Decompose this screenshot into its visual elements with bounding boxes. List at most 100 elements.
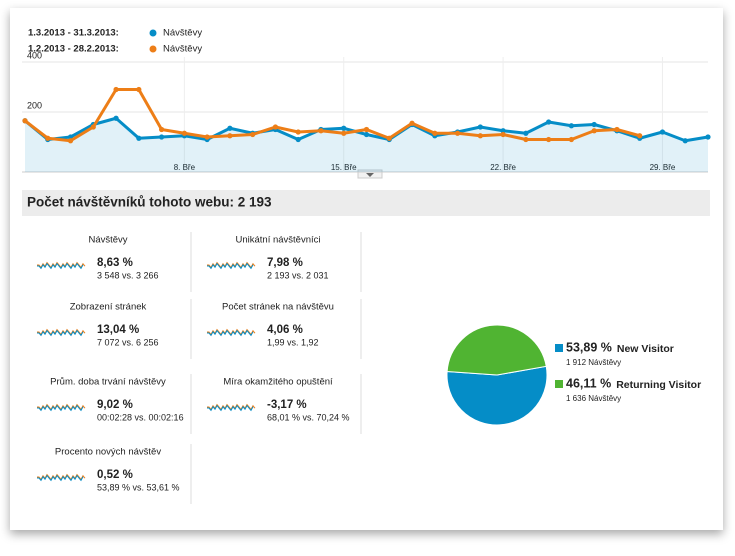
- sparkline: [207, 329, 254, 337]
- point: [341, 125, 347, 131]
- point: [659, 129, 666, 135]
- metric-change: 9,02 %: [97, 399, 133, 411]
- sparkline: [207, 404, 254, 412]
- point: [568, 123, 575, 129]
- pie-slice: [446, 365, 548, 426]
- point: [272, 124, 279, 130]
- metric-detail: 7 072 vs. 6 256: [97, 337, 159, 347]
- legend-detail: 1 636 Návštěvy: [566, 394, 621, 403]
- point: [136, 86, 142, 93]
- sparkline: [207, 262, 254, 270]
- metric-detail: 1,99 vs. 1,92: [267, 337, 319, 347]
- point: [614, 126, 620, 133]
- metric-change: 0,52 %: [97, 469, 133, 481]
- sparkline: [37, 404, 84, 412]
- point: [227, 133, 233, 139]
- metric-change: 7,98 %: [267, 257, 303, 269]
- legend-swatch: [555, 380, 563, 388]
- point: [159, 126, 165, 133]
- point: [204, 134, 210, 140]
- x-tick-label: 8. Bře: [174, 163, 196, 172]
- point: [546, 119, 552, 125]
- metric-detail: 2 193 vs. 2 031: [267, 270, 329, 280]
- metric-change: -3,17 %: [267, 399, 307, 411]
- x-tick-label: 15. Bře: [331, 163, 357, 172]
- sparkline: [37, 474, 84, 482]
- point: [454, 130, 461, 136]
- point: [705, 134, 711, 140]
- legend-name: Návštěvy: [163, 44, 202, 55]
- point: [363, 131, 370, 138]
- point: [500, 128, 506, 134]
- point: [250, 131, 256, 138]
- legend-period: 1.2.2013 - 28.2.2013:: [28, 44, 119, 55]
- point: [22, 118, 28, 124]
- y-tick-label: 400: [27, 50, 42, 60]
- point: [341, 130, 347, 136]
- point: [45, 135, 51, 141]
- x-tick-label: 29. Bře: [650, 163, 676, 172]
- legend-label: Returning Visitor: [616, 379, 701, 391]
- point: [682, 138, 688, 144]
- metric-label: Procento nových návštěv: [55, 447, 161, 458]
- point: [568, 136, 575, 143]
- metric-label: Unikátní návštěvníci: [235, 235, 320, 246]
- summary-band: [22, 190, 710, 216]
- y-tick-label: 200: [27, 100, 42, 110]
- point: [318, 128, 324, 134]
- metric-label: Počet stránek na návštěvu: [222, 302, 334, 313]
- point: [181, 130, 187, 136]
- pie-slice: [446, 324, 547, 376]
- metric-detail: 53,89 % vs. 53,61 %: [97, 482, 180, 492]
- legend-swatch: [555, 344, 563, 352]
- legend-value: 46,11 %: [566, 376, 611, 390]
- point: [477, 133, 483, 139]
- metric-change: 13,04 %: [97, 324, 139, 336]
- point: [591, 121, 597, 128]
- series-line: [24, 88, 641, 143]
- point: [386, 135, 392, 141]
- point: [546, 136, 552, 143]
- metric-label: Zobrazení stránek: [70, 302, 147, 313]
- point: [67, 138, 74, 144]
- card: [10, 8, 723, 530]
- summary-title: Počet návštěvníků tohoto webu: 2 193: [27, 195, 272, 210]
- metric-detail: 68,01 % vs. 70,24 %: [267, 412, 350, 422]
- series-area: [25, 118, 708, 172]
- legend-dot: [149, 29, 157, 37]
- point: [523, 130, 529, 136]
- metric-label: Míra okamžitého opuštění: [223, 377, 333, 388]
- point: [409, 120, 415, 126]
- legend-name: Návštěvy: [163, 28, 202, 39]
- point: [113, 115, 119, 121]
- point: [295, 136, 301, 143]
- legend-detail: 1 912 Návštěvy: [566, 358, 621, 367]
- point: [500, 131, 506, 138]
- legend-label: New Visitor: [617, 343, 674, 355]
- point: [523, 136, 529, 143]
- point: [477, 124, 483, 130]
- metric-detail: 00:02:28 vs. 00:02:16: [97, 412, 184, 422]
- metric-detail: 3 548 vs. 3 266: [97, 270, 159, 280]
- point: [295, 129, 301, 135]
- point: [363, 126, 370, 133]
- sparkline: [37, 262, 84, 270]
- point: [591, 128, 597, 134]
- point: [227, 125, 233, 131]
- point: [637, 133, 643, 139]
- point: [90, 124, 96, 130]
- metric-change: 4,06 %: [267, 324, 303, 336]
- point: [113, 86, 119, 93]
- legend-dot: [149, 45, 157, 53]
- legend-period: 1.3.2013 - 31.3.2013:: [28, 28, 119, 39]
- metric-label: Návštěvy: [88, 235, 127, 246]
- legend-value: 53,89 %: [566, 340, 612, 354]
- point: [136, 135, 142, 141]
- x-tick-label: 22. Bře: [490, 163, 516, 172]
- metric-change: 8,63 %: [97, 257, 133, 269]
- metric-label: Prům. doba trvání návštěvy: [50, 377, 166, 388]
- point: [432, 130, 438, 136]
- sparkline: [37, 329, 84, 337]
- point: [159, 134, 165, 140]
